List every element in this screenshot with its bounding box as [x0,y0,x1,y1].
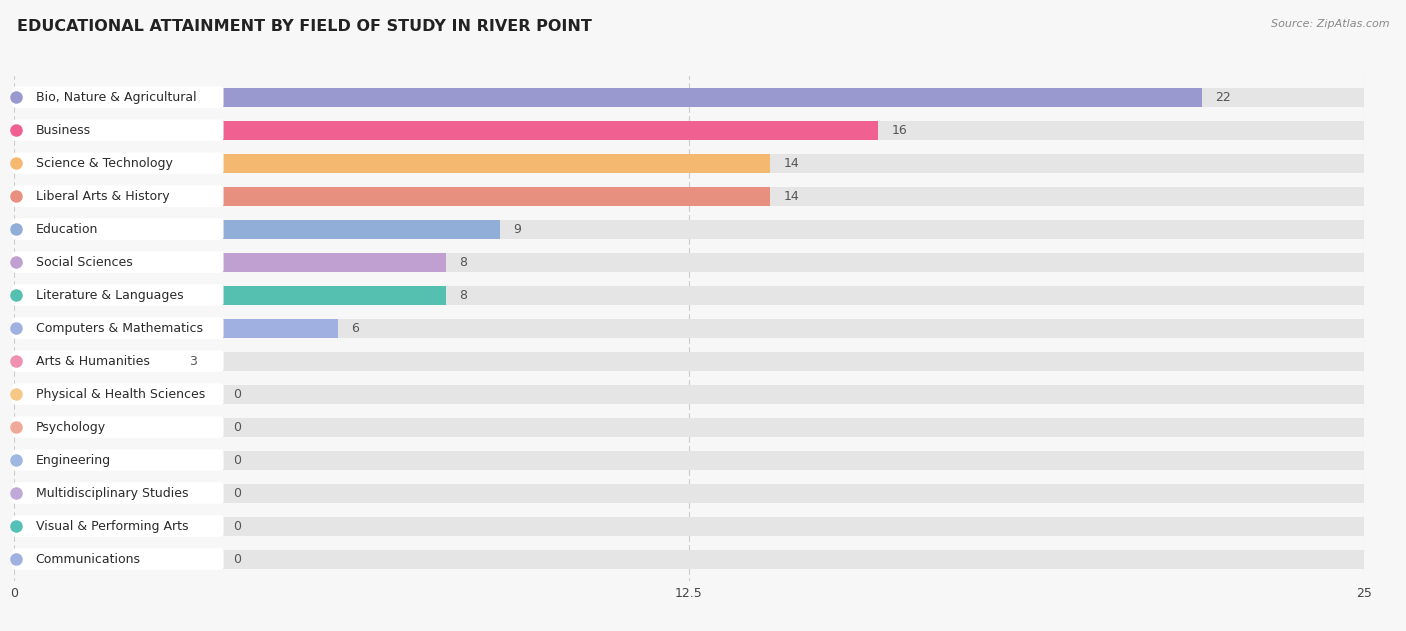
Bar [14,121,877,139]
Bar [14,384,1364,404]
Text: Social Sciences: Social Sciences [35,256,132,269]
Text: Bio, Nature & Agricultural: Bio, Nature & Agricultural [35,91,197,103]
Text: 0: 0 [233,421,240,433]
Text: 9: 9 [513,223,522,235]
Text: Business: Business [35,124,91,137]
Text: Arts & Humanities: Arts & Humanities [35,355,149,368]
Text: 0: 0 [233,519,240,533]
Bar [14,286,446,305]
Bar [14,351,176,370]
Bar [14,418,219,437]
Bar [14,483,219,503]
Text: 0: 0 [233,387,240,401]
Text: Psychology: Psychology [35,421,105,433]
Text: 14: 14 [783,156,799,170]
Text: 0: 0 [233,454,240,466]
Text: EDUCATIONAL ATTAINMENT BY FIELD OF STUDY IN RIVER POINT: EDUCATIONAL ATTAINMENT BY FIELD OF STUDY… [17,19,592,34]
Bar [14,220,501,239]
FancyBboxPatch shape [13,251,224,273]
Text: Communications: Communications [35,553,141,565]
Text: 22: 22 [1215,91,1232,103]
Bar [14,451,1364,469]
Bar [14,88,1364,107]
Bar [14,319,337,338]
Bar [14,517,219,536]
Text: Liberal Arts & History: Liberal Arts & History [35,190,169,203]
FancyBboxPatch shape [13,119,224,141]
Bar [14,252,1364,272]
Bar [14,252,446,272]
FancyBboxPatch shape [13,86,224,108]
Bar [14,483,1364,503]
Bar [14,220,1364,239]
Text: Multidisciplinary Studies: Multidisciplinary Studies [35,487,188,500]
FancyBboxPatch shape [13,285,224,306]
Bar [14,418,1364,437]
Bar [14,384,219,404]
Text: 8: 8 [460,288,467,302]
Text: Literature & Languages: Literature & Languages [35,288,183,302]
Bar [14,517,1364,536]
FancyBboxPatch shape [13,548,224,570]
Bar [14,88,1202,107]
Text: Source: ZipAtlas.com: Source: ZipAtlas.com [1271,19,1389,29]
Text: Computers & Mathematics: Computers & Mathematics [35,322,202,334]
Text: 0: 0 [233,487,240,500]
FancyBboxPatch shape [13,152,224,174]
Bar [14,153,1364,173]
Bar [14,319,1364,338]
FancyBboxPatch shape [13,416,224,438]
FancyBboxPatch shape [13,482,224,504]
Text: 16: 16 [891,124,907,137]
Bar [14,187,1364,206]
Bar [14,550,1364,569]
Bar [14,451,219,469]
Bar [14,286,1364,305]
FancyBboxPatch shape [13,317,224,339]
FancyBboxPatch shape [13,449,224,471]
Text: Engineering: Engineering [35,454,111,466]
Text: 8: 8 [460,256,467,269]
Text: 6: 6 [352,322,360,334]
Text: 0: 0 [233,553,240,565]
Text: Science & Technology: Science & Technology [35,156,173,170]
Text: Visual & Performing Arts: Visual & Performing Arts [35,519,188,533]
FancyBboxPatch shape [13,384,224,405]
Bar [14,121,1364,139]
Bar [14,187,770,206]
Bar [14,550,219,569]
FancyBboxPatch shape [13,516,224,537]
Text: 3: 3 [190,355,197,368]
Bar [14,153,770,173]
FancyBboxPatch shape [13,350,224,372]
Text: 14: 14 [783,190,799,203]
FancyBboxPatch shape [13,186,224,207]
Text: Education: Education [35,223,98,235]
Bar [14,351,1364,370]
Text: Physical & Health Sciences: Physical & Health Sciences [35,387,205,401]
FancyBboxPatch shape [13,218,224,240]
